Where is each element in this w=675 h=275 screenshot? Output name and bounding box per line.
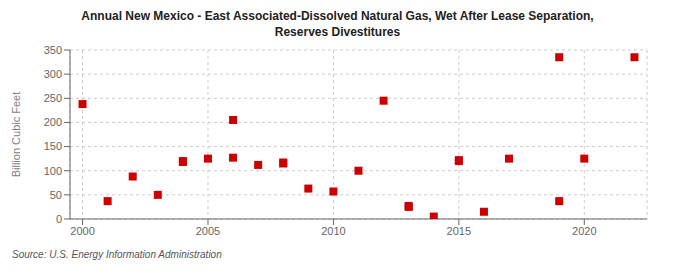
svg-text:2010: 2010	[321, 225, 345, 237]
html-text:Reserves Divestitures: Reserves Divestitures	[274, 25, 401, 39]
svg-text:2000: 2000	[70, 225, 94, 237]
svg-text:100: 100	[44, 165, 62, 177]
svg-text:2020: 2020	[572, 225, 596, 237]
svg-text:250: 250	[44, 92, 62, 104]
svg-text:300: 300	[44, 68, 62, 80]
svg-text:2005: 2005	[196, 225, 220, 237]
svg-text:150: 150	[44, 140, 62, 152]
html-text:Annual New Mexico - East Assoc: Annual New Mexico - East Associated-Diss…	[81, 9, 594, 23]
svg-text:Billion Cubic Feet: Billion Cubic Feet	[10, 92, 22, 178]
svg-text:2015: 2015	[447, 225, 471, 237]
svg-text:0: 0	[56, 213, 62, 225]
html-text:Source: U.S. Energy Informatio: Source: U.S. Energy Information Administ…	[12, 249, 222, 260]
svg-text:350: 350	[44, 44, 62, 56]
svg-text:200: 200	[44, 116, 62, 128]
svg-text:50: 50	[50, 189, 62, 201]
